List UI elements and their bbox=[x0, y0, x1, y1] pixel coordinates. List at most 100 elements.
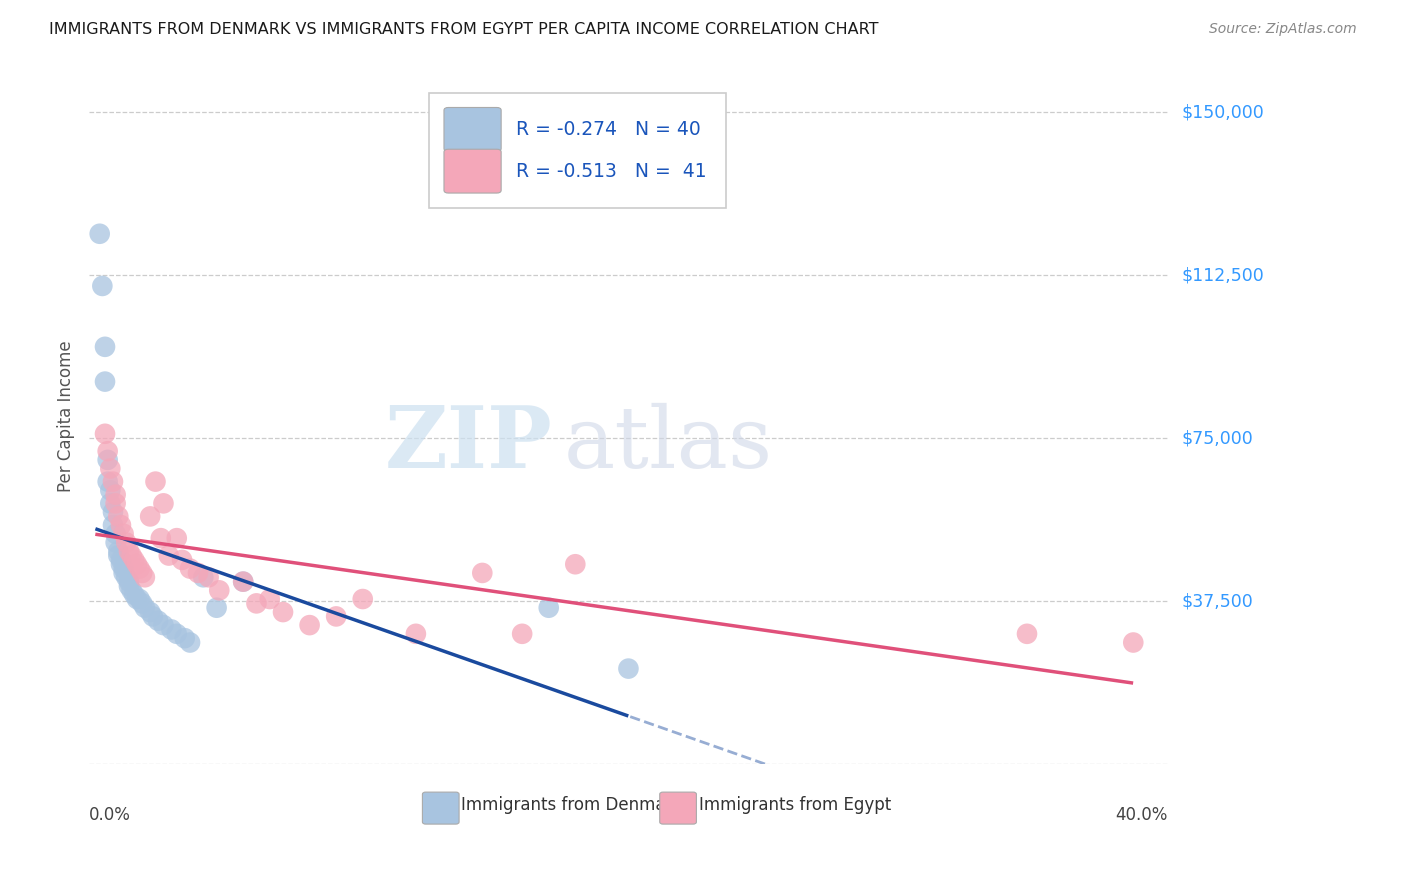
Point bbox=[110, 553, 132, 567]
Point bbox=[149, 531, 172, 545]
Point bbox=[115, 535, 138, 549]
Point bbox=[125, 558, 148, 572]
FancyBboxPatch shape bbox=[444, 149, 501, 193]
Point bbox=[166, 627, 188, 641]
Text: Immigrants from Egypt: Immigrants from Egypt bbox=[699, 797, 891, 814]
Point bbox=[125, 592, 148, 607]
Point bbox=[142, 609, 165, 624]
FancyBboxPatch shape bbox=[429, 93, 725, 208]
FancyBboxPatch shape bbox=[422, 792, 460, 824]
Point bbox=[110, 558, 132, 572]
Point bbox=[139, 509, 162, 524]
Point bbox=[131, 596, 153, 610]
Point bbox=[471, 566, 494, 580]
Text: $150,000: $150,000 bbox=[1181, 103, 1264, 121]
Point bbox=[134, 570, 156, 584]
Point bbox=[110, 518, 132, 533]
Point bbox=[259, 592, 281, 607]
Point bbox=[91, 279, 114, 293]
Point bbox=[157, 549, 180, 563]
Point bbox=[121, 583, 143, 598]
Point bbox=[325, 609, 347, 624]
Point bbox=[121, 549, 143, 563]
Point bbox=[98, 461, 121, 475]
Point bbox=[152, 618, 174, 632]
Point bbox=[352, 592, 374, 607]
Point bbox=[112, 561, 135, 575]
Point bbox=[89, 227, 111, 241]
Point bbox=[122, 588, 145, 602]
Point bbox=[104, 496, 127, 510]
Point bbox=[245, 596, 267, 610]
Text: R = -0.274   N = 40: R = -0.274 N = 40 bbox=[516, 120, 702, 139]
Point bbox=[122, 553, 145, 567]
Text: Source: ZipAtlas.com: Source: ZipAtlas.com bbox=[1209, 22, 1357, 37]
Point bbox=[112, 526, 135, 541]
Point bbox=[146, 614, 169, 628]
Text: atlas: atlas bbox=[564, 402, 773, 486]
Point bbox=[107, 509, 129, 524]
Point bbox=[271, 605, 294, 619]
Text: ZIP: ZIP bbox=[385, 402, 553, 486]
Point bbox=[170, 553, 193, 567]
Point bbox=[97, 475, 120, 489]
Point bbox=[179, 635, 201, 649]
Point bbox=[187, 566, 209, 580]
Point bbox=[1015, 627, 1038, 641]
Point bbox=[107, 544, 129, 558]
Point bbox=[197, 570, 219, 584]
Point bbox=[94, 340, 117, 354]
Text: 0.0%: 0.0% bbox=[89, 806, 131, 824]
Point bbox=[112, 566, 135, 580]
Text: 40.0%: 40.0% bbox=[1115, 806, 1168, 824]
Point bbox=[152, 496, 174, 510]
Point bbox=[118, 544, 141, 558]
Point bbox=[145, 475, 167, 489]
Point bbox=[166, 531, 188, 545]
Point bbox=[232, 574, 254, 589]
Point bbox=[131, 566, 153, 580]
Point bbox=[101, 505, 124, 519]
Point bbox=[97, 453, 120, 467]
Point bbox=[97, 444, 120, 458]
Point bbox=[98, 496, 121, 510]
FancyBboxPatch shape bbox=[659, 792, 696, 824]
Point bbox=[104, 535, 127, 549]
Point bbox=[107, 549, 129, 563]
Point bbox=[510, 627, 533, 641]
Text: R = -0.513   N =  41: R = -0.513 N = 41 bbox=[516, 161, 707, 181]
Point bbox=[617, 662, 640, 676]
Point bbox=[179, 561, 201, 575]
Point bbox=[134, 600, 156, 615]
Point bbox=[298, 618, 321, 632]
Point bbox=[94, 375, 117, 389]
Point bbox=[118, 579, 141, 593]
Point bbox=[139, 605, 162, 619]
Point bbox=[104, 488, 127, 502]
Point bbox=[208, 583, 231, 598]
Point bbox=[537, 600, 560, 615]
Point bbox=[128, 592, 150, 607]
Point bbox=[160, 623, 183, 637]
Point bbox=[1122, 635, 1144, 649]
Point bbox=[173, 631, 195, 645]
Point bbox=[115, 570, 138, 584]
Point bbox=[232, 574, 254, 589]
Point bbox=[104, 526, 127, 541]
Point bbox=[128, 561, 150, 575]
Text: IMMIGRANTS FROM DENMARK VS IMMIGRANTS FROM EGYPT PER CAPITA INCOME CORRELATION C: IMMIGRANTS FROM DENMARK VS IMMIGRANTS FR… bbox=[49, 22, 879, 37]
Y-axis label: Per Capita Income: Per Capita Income bbox=[58, 341, 75, 492]
Point bbox=[564, 558, 586, 572]
Point bbox=[193, 570, 215, 584]
Text: $37,500: $37,500 bbox=[1181, 592, 1254, 610]
Point bbox=[101, 475, 124, 489]
Point bbox=[98, 483, 121, 498]
Text: $75,000: $75,000 bbox=[1181, 429, 1254, 447]
Text: $112,500: $112,500 bbox=[1181, 266, 1264, 284]
Point bbox=[101, 518, 124, 533]
FancyBboxPatch shape bbox=[444, 107, 501, 152]
Point bbox=[405, 627, 427, 641]
Text: Immigrants from Denmark: Immigrants from Denmark bbox=[461, 797, 682, 814]
Point bbox=[94, 426, 117, 441]
Point bbox=[118, 574, 141, 589]
